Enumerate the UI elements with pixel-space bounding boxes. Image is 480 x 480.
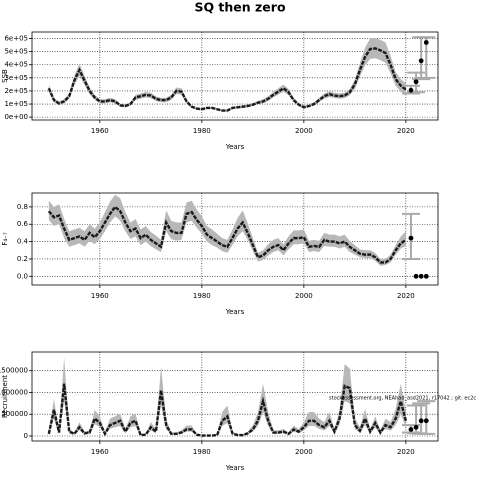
x-tick-label: 2000 [295,127,313,135]
plot-frame [31,192,439,286]
projection-point [408,235,414,241]
x-tick-label: 2020 [397,292,415,300]
projection-point [423,273,429,279]
plot-frame [31,31,439,121]
projection-point [408,427,414,432]
estimate-line [47,383,408,437]
x-tick-label: 1980 [193,127,211,135]
y-tick-label: 3e+05 [4,74,28,82]
y-tick-label: 2e+05 [4,87,28,95]
confidence-band [48,37,406,112]
y-axis-label: Recruitment [1,375,9,418]
y-tick-label: 0.4 [17,238,29,246]
x-tick-label: 2000 [295,448,313,456]
y-axis-label: SSB [1,69,9,83]
y-tick-label: 0.2 [17,255,28,263]
projection-point [413,79,419,85]
x-axis-label: Years [225,464,245,472]
projection-point [418,273,424,279]
annotation: stockassessment.org, NEAhad_asd2021, r17… [329,396,476,402]
projection-point [413,273,419,279]
y-tick-label: 4e+05 [4,61,28,69]
projection-point [413,424,419,430]
projection-point [423,418,429,424]
x-axis-label: Years [225,143,245,151]
y-tick-label: 1e+05 [4,100,28,108]
projection-point [408,87,414,93]
y-tick-label: 5e+05 [4,48,28,56]
y-tick-label: 0e+00 [4,113,28,121]
x-tick-label: 2020 [397,448,415,456]
x-tick-label: 1960 [91,448,109,456]
y-tick-label: 500000 [1,410,28,418]
y-tick-label: 6e+05 [4,35,28,43]
confidence-band [48,194,406,266]
projection-point [418,58,424,64]
projection-point [423,40,429,45]
y-tick-label: 0.8 [17,203,28,211]
x-tick-label: 2020 [397,127,415,135]
chart-title: SQ then zero [194,0,286,15]
y-axis-label: F₄₋₇ [1,232,9,246]
x-tick-label: 1960 [91,292,109,300]
y-tick-label: 1500000 [0,367,28,375]
x-tick-label: 1980 [193,292,211,300]
confidence-band [48,357,406,436]
y-tick-label: 0.0 [17,272,28,280]
x-tick-label: 1980 [193,448,211,456]
x-tick-label: 2000 [295,292,313,300]
y-tick-label: 0.6 [17,220,29,228]
plot-frame [31,351,439,442]
x-tick-label: 1960 [91,127,109,135]
y-tick-label: 1000000 [0,388,28,396]
y-tick-label: 0 [24,432,28,440]
estimate-line [47,47,407,112]
estimate-line [47,205,407,264]
projection-point [418,418,424,424]
x-axis-label: Years [225,308,245,316]
